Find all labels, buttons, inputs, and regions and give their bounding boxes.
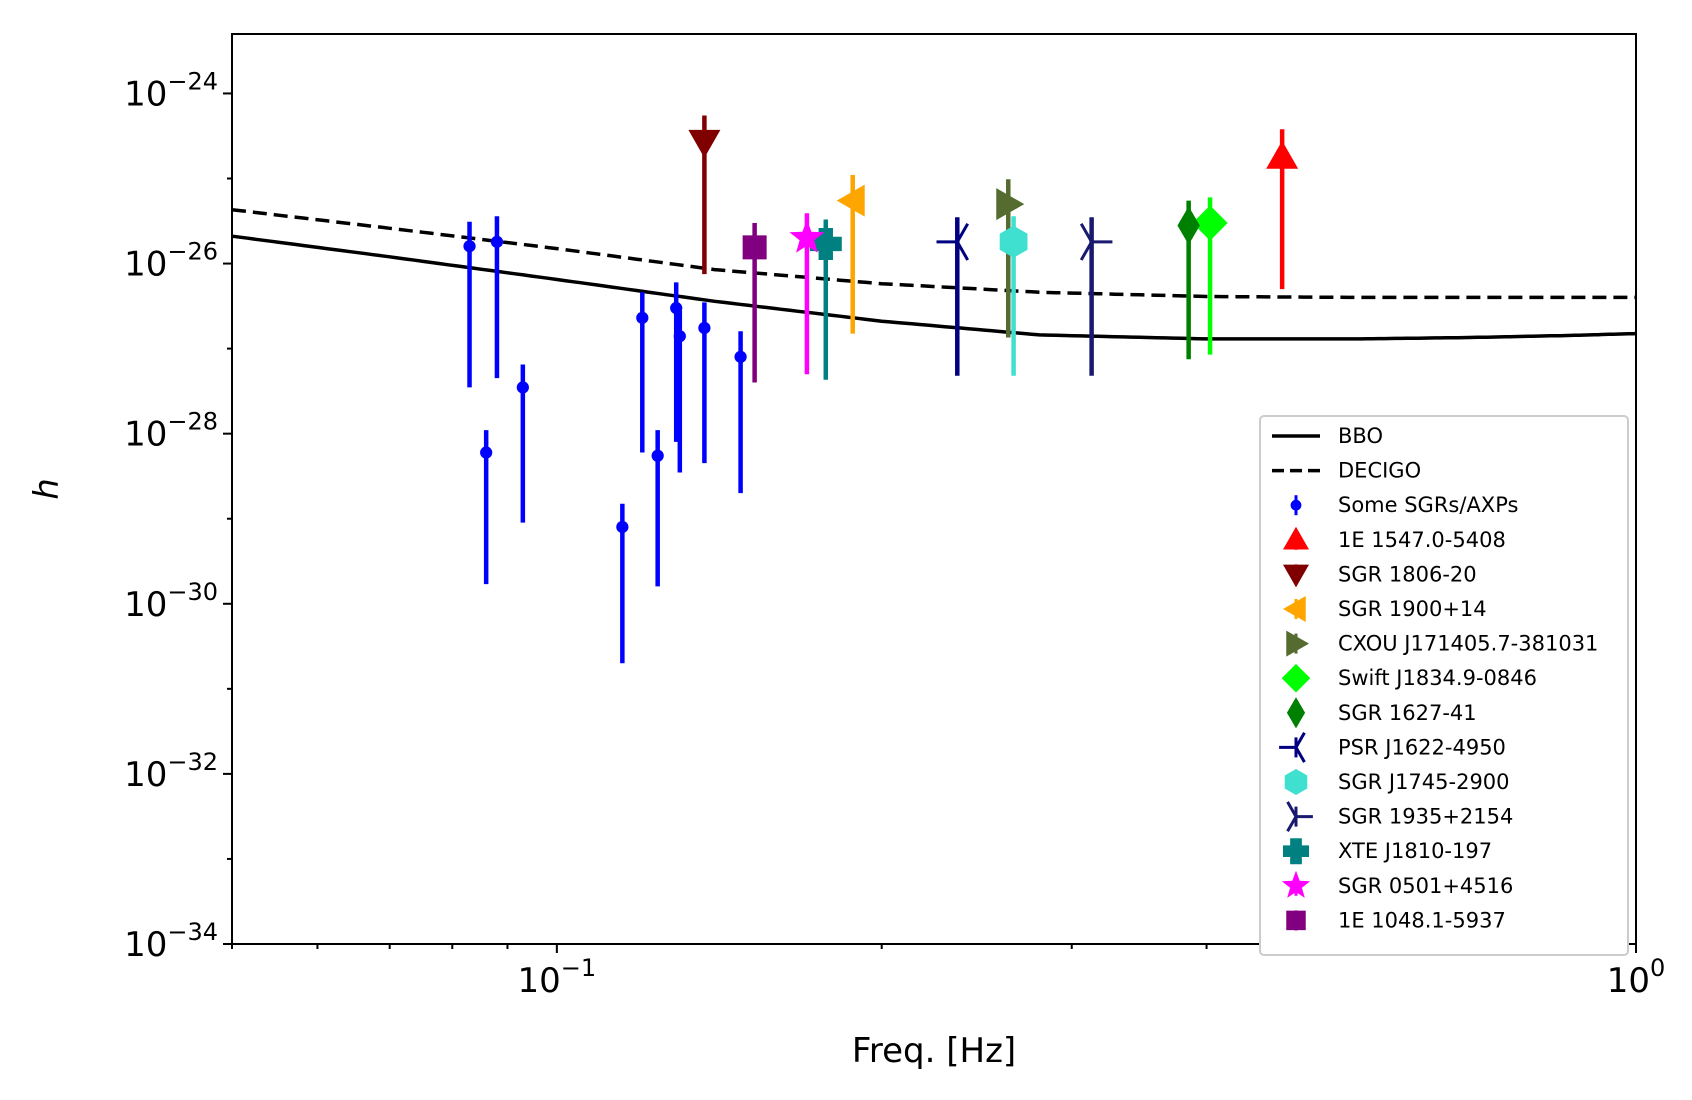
legend-item: DECIGO	[1272, 459, 1421, 483]
data-point	[673, 330, 686, 343]
data-point	[490, 235, 504, 248]
legend-label: 1E 1547.0-5408	[1338, 528, 1506, 552]
series-sgr-1627-41	[1177, 200, 1200, 360]
series-some-sgrs-axps	[463, 216, 747, 664]
legend-item: BBO	[1272, 424, 1383, 448]
series-sgr-j1745-2900	[999, 216, 1028, 376]
curve-bbo	[231, 234, 1637, 341]
data-point	[1177, 206, 1200, 245]
data-point	[636, 311, 649, 324]
sensitivity-curves	[231, 207, 1637, 341]
legend-label: DECIGO	[1338, 459, 1421, 483]
data-point	[651, 449, 664, 462]
curve-decigo	[231, 207, 1636, 300]
data-point	[809, 227, 842, 260]
x-tick-label: 10−1	[518, 954, 597, 1001]
data-point	[1079, 223, 1113, 261]
y-tick-label: 10−28	[124, 408, 218, 455]
data-point	[742, 235, 767, 260]
y-tick-label: 10−32	[124, 748, 218, 795]
legend-marker	[1281, 870, 1311, 898]
series-sgr-1900-14	[836, 174, 865, 334]
legend-item: CXOU J171405.7-381031	[1286, 630, 1598, 657]
legend-item: SGR 1900+14	[1283, 596, 1487, 622]
legend-marker	[1284, 769, 1308, 795]
legend-label: XTE J1810-197	[1338, 839, 1492, 863]
legend-item: SGR J1745-2900	[1284, 769, 1510, 795]
legend-marker	[1283, 526, 1309, 550]
legend-item: 1E 1547.0-5408	[1283, 526, 1506, 552]
data-point	[516, 381, 529, 394]
legend-label: CXOU J171405.7-381031	[1338, 632, 1598, 656]
legend: BBO DECIGO Some SGRs/AXPs 1E 1547.0-5408 SGR…	[1259, 415, 1629, 956]
legend-item: PSR J1622-4950	[1279, 731, 1506, 763]
legend-label: SGR 1627-41	[1338, 701, 1477, 725]
data-points	[463, 115, 1299, 664]
y-tick-label: 10−24	[124, 67, 218, 114]
legend-item: 1E 1048.1-5937	[1286, 908, 1506, 932]
series-1e-1048-1-5937	[742, 222, 767, 383]
y-axis-ticks: 10−24 10−26 10−28 10−30 10−32 10−34	[124, 67, 232, 965]
y-axis-label: h	[27, 478, 67, 500]
legend-marker	[1283, 838, 1309, 865]
series-xte-j1810-197	[809, 219, 842, 380]
legend-label: PSR J1622-4950	[1338, 735, 1506, 759]
data-point	[698, 321, 711, 335]
series-cxou-j171405-7-381031	[996, 179, 1025, 338]
legend-marker	[1286, 630, 1309, 657]
legend-item: SGR 1627-41	[1286, 697, 1477, 729]
y-tick-label: 10−26	[124, 238, 218, 285]
legend-box	[1259, 415, 1629, 956]
legend-marker	[1290, 499, 1302, 511]
legend-marker	[1281, 663, 1311, 693]
data-point	[734, 350, 747, 363]
legend-marker	[1286, 910, 1306, 931]
data-point	[936, 223, 969, 261]
legend-item: SGR 1806-20	[1283, 562, 1477, 588]
plot-frame	[231, 33, 1637, 945]
legend-marker	[1286, 801, 1313, 833]
legend-item: Swift J1834.9-0846	[1281, 663, 1537, 693]
legend-marker	[1283, 564, 1309, 588]
legend-label: Swift J1834.9-0846	[1338, 666, 1537, 690]
legend-item: SGR 0501+4516	[1281, 870, 1513, 898]
series-swift-j1834-9-0846	[1192, 197, 1228, 355]
series-sgr-1935-2154	[1079, 217, 1113, 376]
data-point	[463, 240, 476, 253]
data-point	[1192, 205, 1228, 241]
data-point	[616, 520, 629, 534]
legend-item: SGR 1935+2154	[1286, 801, 1513, 833]
y-tick-label: 10−34	[124, 918, 218, 965]
legend-label: 1E 1048.1-5937	[1338, 908, 1506, 932]
data-point	[999, 225, 1028, 258]
x-axis-label: Freq. [Hz]	[852, 1031, 1016, 1071]
legend-item: XTE J1810-197	[1283, 838, 1492, 865]
legend-label: SGR 1806-20	[1338, 562, 1477, 586]
series-sgr-0501-4516	[789, 213, 825, 375]
y-tick-label: 10−30	[124, 578, 218, 625]
series-1e-1547-0-5408	[1266, 129, 1299, 290]
data-point	[996, 188, 1025, 221]
data-point	[1266, 140, 1299, 169]
legend-item: Some SGRs/AXPs	[1290, 493, 1518, 517]
legend-marker	[1283, 596, 1306, 622]
legend-label: SGR 1935+2154	[1338, 805, 1513, 829]
data-point	[836, 184, 865, 217]
data-point	[688, 129, 721, 158]
data-point	[789, 219, 825, 253]
legend-label: SGR 0501+4516	[1338, 874, 1513, 898]
data-point	[480, 446, 493, 459]
series-sgr-1806-20	[688, 115, 721, 275]
legend-label: BBO	[1338, 424, 1383, 448]
series-psr-j1622-4950	[936, 217, 969, 376]
x-tick-label: 100	[1607, 954, 1666, 1001]
legend-label: SGR J1745-2900	[1338, 770, 1510, 794]
legend-label: SGR 1900+14	[1338, 597, 1487, 621]
legend-marker	[1279, 731, 1306, 763]
legend-marker	[1286, 697, 1306, 729]
legend-label: Some SGRs/AXPs	[1338, 493, 1518, 517]
